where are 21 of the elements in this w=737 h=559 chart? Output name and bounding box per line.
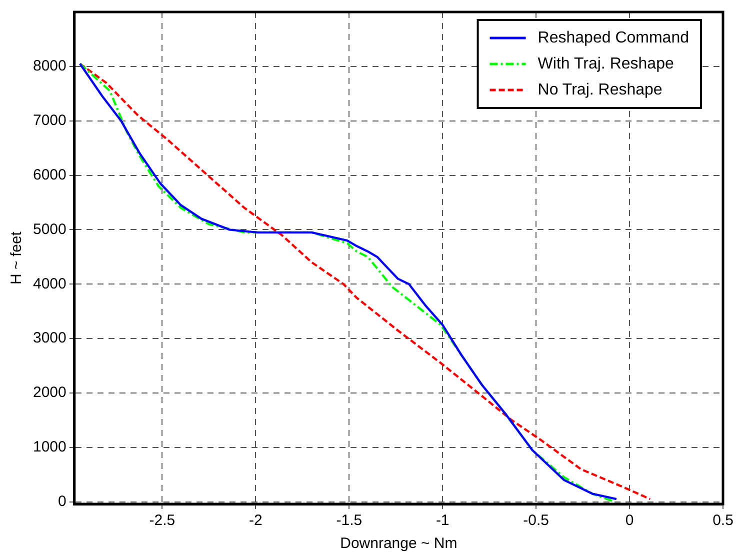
y-tick-label: 0: [58, 492, 66, 510]
legend-label: No Traj. Reshape: [538, 81, 662, 98]
legend-label: With Traj. Reshape: [538, 55, 674, 72]
x-tick-label: -2.5: [149, 512, 176, 530]
y-axis-title: H ~ feet: [8, 230, 26, 284]
y-tick-label: 6000: [32, 166, 66, 184]
x-tick-label: 0.5: [712, 512, 734, 530]
y-tick-label: 8000: [32, 58, 66, 75]
y-tick-label: 5000: [32, 220, 66, 238]
x-tick-label: -1: [436, 512, 450, 530]
y-tick-label: 3000: [32, 330, 66, 347]
y-tick-label: 7000: [32, 112, 66, 129]
x-tick-label: 0: [625, 512, 634, 530]
legend-label: Reshaped Command: [538, 29, 690, 46]
x-axis-title: Downrange ~ Nm: [340, 535, 458, 552]
x-tick-label: -1.5: [336, 512, 362, 530]
y-tick-label: 2000: [32, 384, 66, 402]
y-tick-label: 4000: [32, 275, 66, 292]
x-tick-label: -0.5: [523, 512, 550, 530]
y-tick-label: 1000: [32, 438, 66, 456]
x-tick-label: -2: [249, 512, 262, 530]
